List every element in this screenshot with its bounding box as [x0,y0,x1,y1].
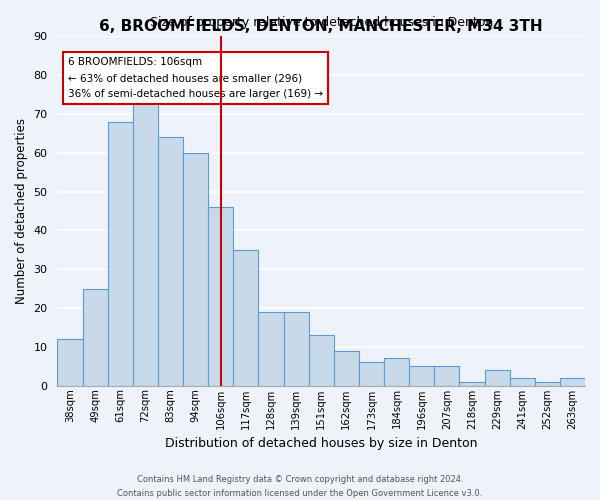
Bar [334,350,359,386]
Text: Contains HM Land Registry data © Crown copyright and database right 2024.
Contai: Contains HM Land Registry data © Crown c… [118,476,482,498]
Bar [208,207,233,386]
Bar [259,312,284,386]
Title: 6, BROOMFIELDS, DENTON, MANCHESTER, M34 3TH: 6, BROOMFIELDS, DENTON, MANCHESTER, M34 … [100,19,543,34]
Bar [284,312,308,386]
Bar [560,378,585,386]
Bar [58,339,83,386]
Text: 6 BROOMFIELDS: 106sqm
← 63% of detached houses are smaller (296)
36% of semi-det: 6 BROOMFIELDS: 106sqm ← 63% of detached … [68,58,323,98]
Bar [183,153,208,386]
Bar [233,250,259,386]
Text: Size of property relative to detached houses in Denton: Size of property relative to detached ho… [149,16,493,29]
Bar [83,288,107,386]
Bar [133,102,158,386]
Bar [535,382,560,386]
Bar [384,358,409,386]
Bar [359,362,384,386]
Bar [460,382,485,386]
Bar [509,378,535,386]
Bar [308,335,334,386]
X-axis label: Distribution of detached houses by size in Denton: Distribution of detached houses by size … [165,437,478,450]
Bar [409,366,434,386]
Bar [107,122,133,386]
Y-axis label: Number of detached properties: Number of detached properties [15,118,28,304]
Bar [485,370,509,386]
Bar [434,366,460,386]
Bar [158,138,183,386]
